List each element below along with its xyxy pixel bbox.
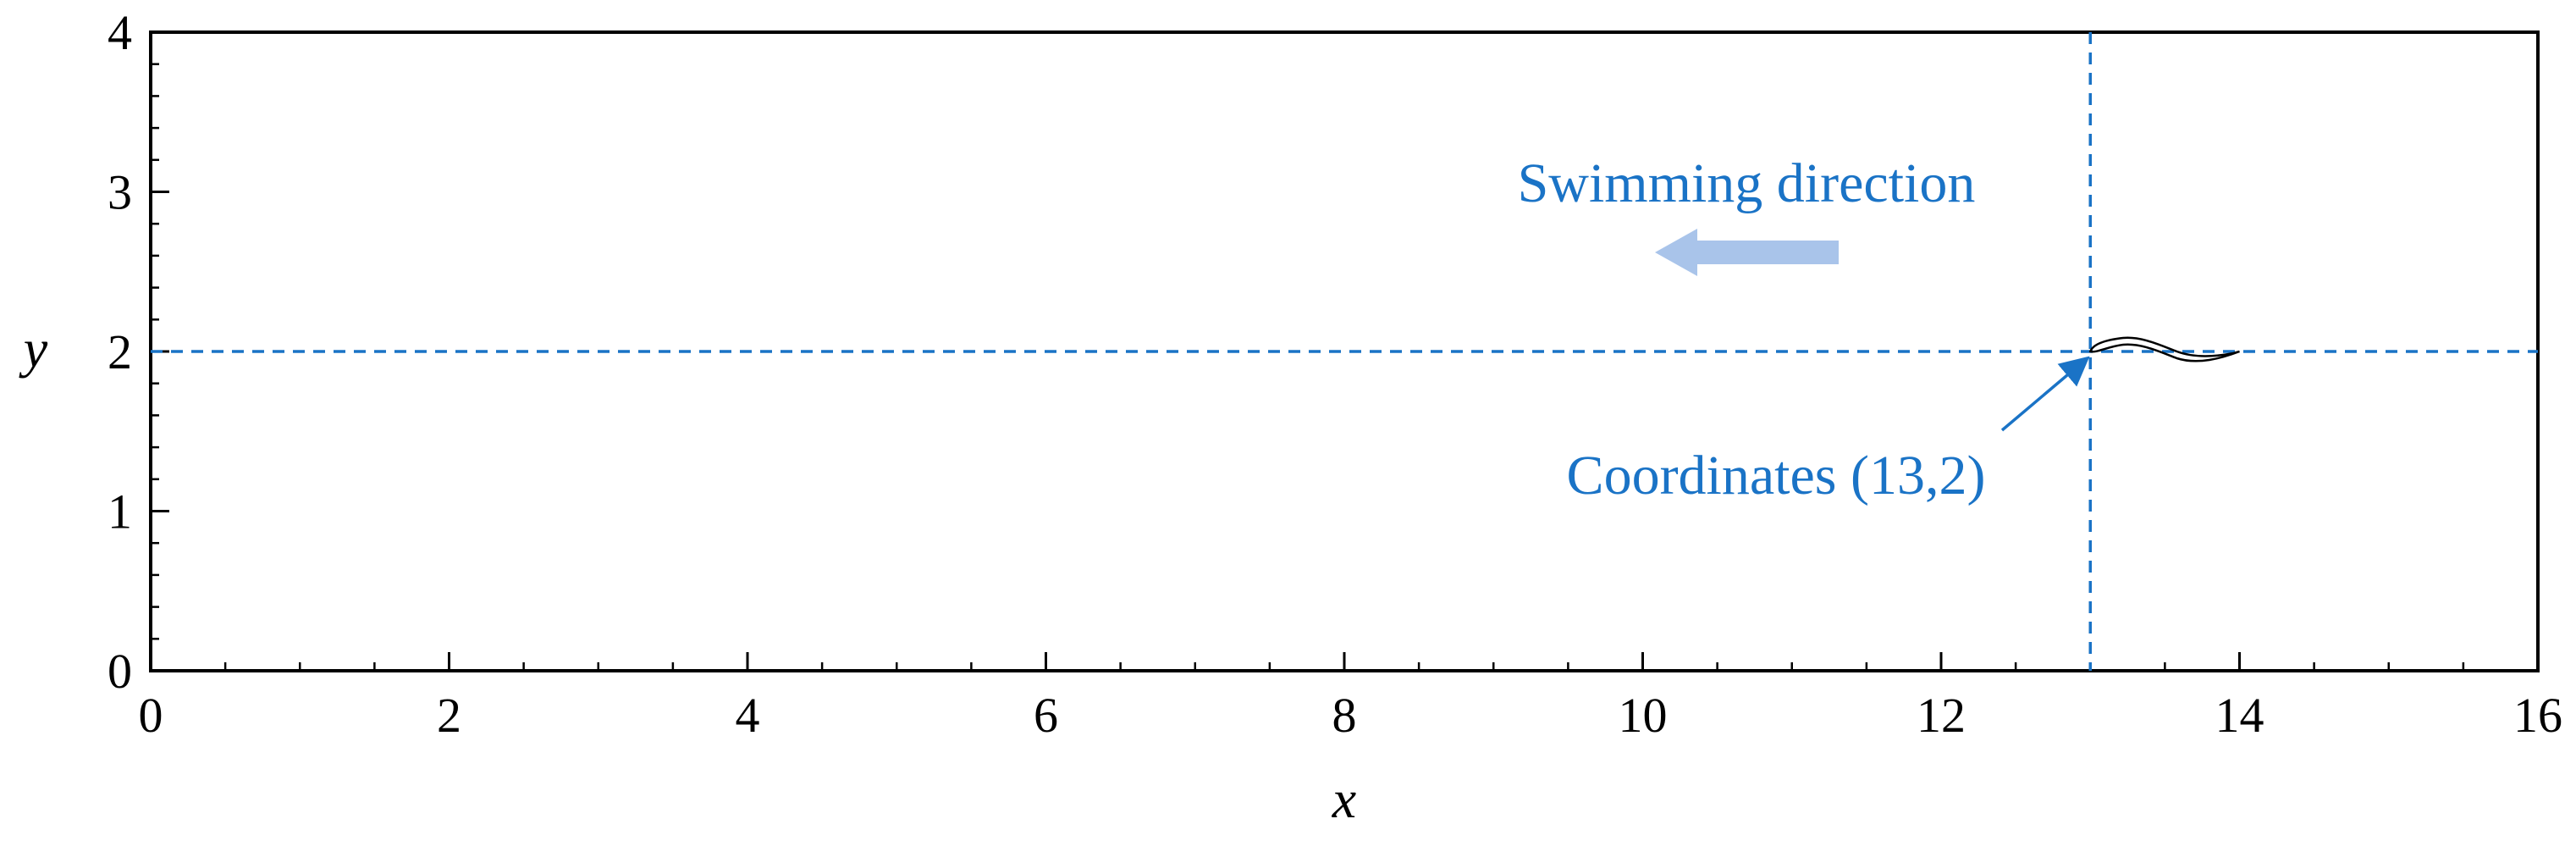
y-tick-label: 0: [108, 644, 132, 699]
x-tick-label: 6: [1034, 688, 1058, 743]
swimming-direction-label: Swimming direction: [1518, 152, 1976, 214]
y-axis-label: y: [19, 318, 48, 379]
coordinates-label: Coordinates (13,2): [1567, 445, 1986, 506]
fish-body-outline: [2088, 336, 2240, 362]
x-tick-label: 16: [2513, 688, 2562, 743]
y-tick-label: 1: [108, 484, 132, 539]
x-tick-label: 14: [2215, 688, 2264, 743]
x-tick-label: 8: [1332, 688, 1357, 743]
x-tick-label: 0: [139, 688, 163, 743]
x-tick-label: 10: [1619, 688, 1668, 743]
x-tick-label: 4: [736, 688, 760, 743]
y-axis-ticks: 0 1 2 3 4: [108, 5, 169, 699]
y-tick-label: 4: [108, 5, 132, 60]
x-axis-label: x: [1332, 769, 1356, 829]
x-axis-ticks: 0 2 4 6 8 10 12 14 16: [139, 652, 2562, 743]
coordinates-pointer-arrow: [2000, 356, 2090, 432]
swimming-direction-arrow: [1655, 229, 1839, 276]
x-tick-label: 2: [437, 688, 461, 743]
x-tick-label: 12: [1917, 688, 1966, 743]
y-tick-label: 2: [108, 324, 132, 379]
y-tick-label: 3: [108, 165, 132, 220]
